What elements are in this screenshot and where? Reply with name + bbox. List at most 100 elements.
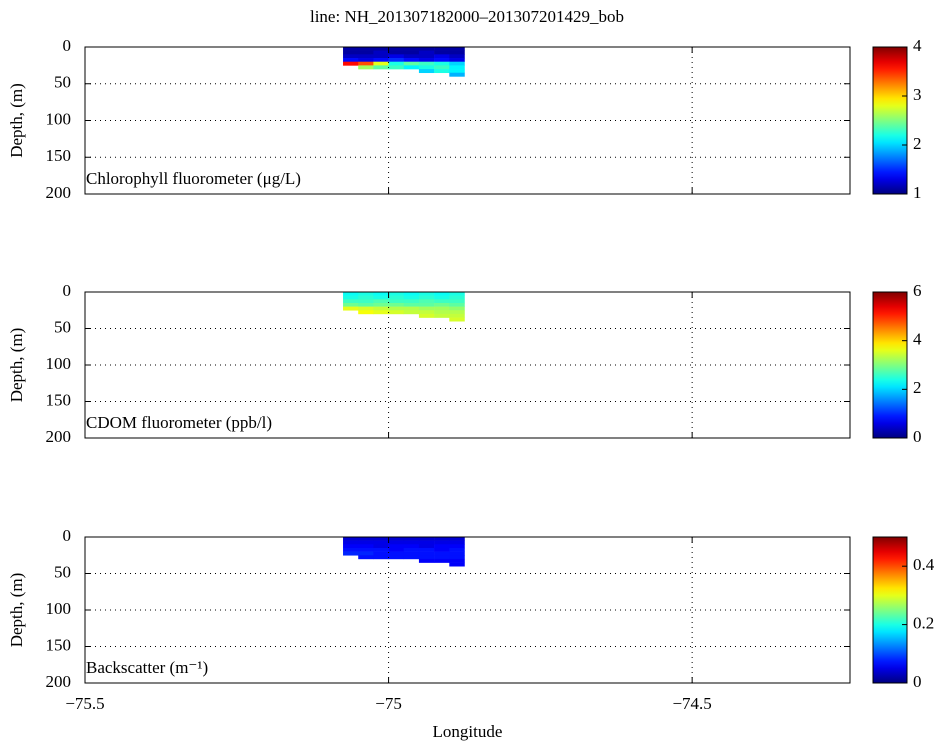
data-cell [388,310,405,315]
data-cell [343,551,359,556]
data-cell [343,299,359,304]
colorbar [872,291,908,439]
data-cell [449,537,465,541]
data-cell [403,302,420,307]
data-cell [343,540,359,545]
data-cell [373,58,389,62]
data-cell [418,302,435,307]
data-cell [449,551,465,556]
data-cell [388,295,405,300]
data-cell [449,562,465,567]
data-cell [434,65,450,70]
data-cell [403,299,420,304]
data-cell [373,537,389,541]
data-cell [434,551,450,556]
colorbar-tick-label: 3 [913,85,922,104]
data-cell [449,61,465,66]
data-cell [388,537,405,541]
data-cell [343,295,359,300]
y-tick-label: 200 [46,183,72,202]
data-cell [373,551,389,556]
data-cell [418,292,435,296]
data-cell [449,72,465,77]
data-cell [434,544,450,549]
data-cell [388,61,405,66]
data-cell [388,50,405,55]
data-cell [403,306,420,311]
data-cell [343,58,359,62]
data-cell [418,69,435,74]
data-cell [343,302,359,307]
y-tick-label: 50 [54,73,71,92]
data-cell [449,558,465,563]
y-tick-label: 0 [63,526,72,545]
data-cell [403,54,420,59]
y-axis-label: Depth, (m) [7,573,26,648]
data-cell [373,544,389,549]
data-cell [418,58,435,62]
data-cell [388,302,405,307]
data-cell [373,65,389,70]
data-cell [388,292,405,296]
data-cell [358,61,374,66]
data-cell [418,558,435,563]
data-cell [388,555,405,560]
data-cell [343,50,359,55]
y-tick-label: 0 [63,281,72,300]
colorbar-tick-label: 4 [913,330,922,349]
data-cell [358,47,374,51]
data-cell [358,299,374,304]
data-cell [449,302,465,307]
colorbar-tick-label: 2 [913,134,922,153]
data-cell [434,299,450,304]
data-cell [358,302,374,307]
y-tick-label: 50 [54,562,71,581]
data-cell [403,540,420,545]
data-cell [373,47,389,51]
data-cell [403,50,420,55]
data-cell [434,47,450,51]
data-cell [418,54,435,59]
data-cell [434,555,450,560]
data-cell [434,313,450,318]
data-cell [449,50,465,55]
data-cell [418,65,435,70]
data-cell [388,547,405,552]
y-tick-label: 150 [46,146,72,165]
data-cell [449,547,465,552]
data-cell [388,544,405,549]
panel-label: CDOM fluorometer (ppb/l) [86,413,272,432]
plot-frame [84,291,851,439]
data-cell [373,302,389,307]
data-cell [418,310,435,315]
data-cell [449,54,465,59]
data-cell [343,537,359,541]
data-cell [403,555,420,560]
data-cell [358,58,374,62]
data-cell [449,306,465,311]
colorbar-tick-label: 0 [913,427,922,446]
data-cell [388,47,405,51]
data-cell [449,544,465,549]
data-cell [449,65,465,70]
data-cell [418,313,435,318]
data-cell [388,65,405,70]
data-cell [403,551,420,556]
y-tick-label: 200 [46,427,72,446]
colorbar-tick-label: 0.2 [913,614,934,633]
data-cell [343,306,359,311]
data-cell [434,50,450,55]
data-cell [403,295,420,300]
data-cell [449,58,465,62]
x-tick-label: −75.5 [65,694,104,713]
data-cell [403,544,420,549]
data-cell [343,54,359,59]
data-cell [418,537,435,541]
data-cell [373,54,389,59]
data-cell [418,551,435,556]
plot-frame [84,536,851,684]
data-cell [358,310,374,315]
data-cell [434,306,450,311]
data-cell [373,295,389,300]
